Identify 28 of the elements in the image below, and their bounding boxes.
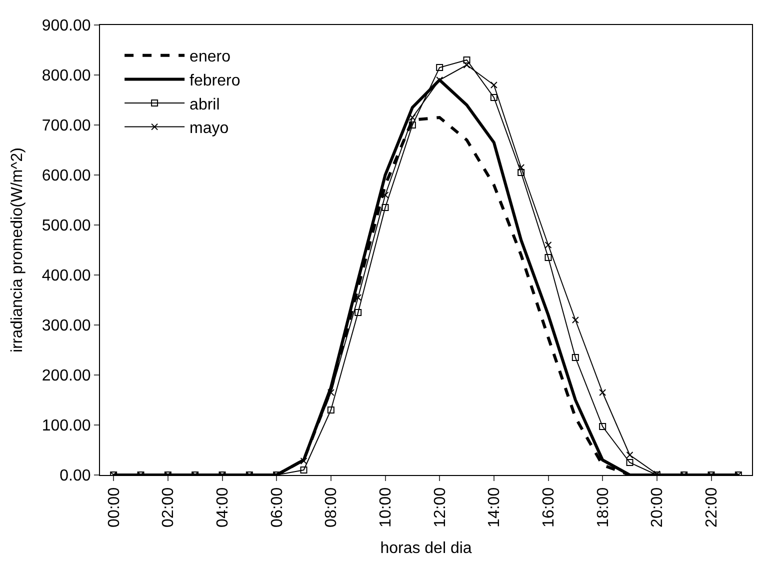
x-tick-label: 22:00 — [703, 487, 720, 528]
legend-label: febrero — [190, 72, 240, 90]
y-tick-label: 700.00 — [42, 118, 91, 135]
legend-label: enero — [190, 48, 231, 66]
y-tick-label: 300.00 — [42, 318, 91, 335]
x-tick-label: 08:00 — [323, 487, 340, 528]
x-tick-label: 18:00 — [594, 487, 612, 528]
y-tick-label: 600.00 — [42, 168, 91, 185]
y-tick-label: 0.00 — [60, 468, 91, 485]
legend-label: mayo — [190, 120, 229, 138]
x-tick-label: 04:00 — [214, 487, 232, 528]
x-tick-label: 06:00 — [268, 487, 286, 528]
y-tick-label: 500.00 — [42, 218, 91, 235]
y-tick-label: 900.00 — [42, 18, 91, 35]
legend-label: abril — [190, 96, 220, 114]
x-tick-label: 20:00 — [649, 487, 666, 528]
x-tick-label: 16:00 — [540, 487, 558, 528]
y-tick-label: 800.00 — [42, 68, 91, 85]
y-tick-label: 400.00 — [42, 268, 91, 285]
x-tick-label: 00:00 — [106, 487, 123, 528]
y-tick-label: 100.00 — [42, 418, 91, 435]
x-tick-label: 10:00 — [377, 487, 394, 528]
x-tick-label: 14:00 — [486, 487, 504, 528]
x-tick-label: 02:00 — [160, 487, 178, 528]
y-axis-title: irradiancia promedio(W/m^2) — [8, 148, 26, 352]
x-tick-label: 12:00 — [432, 487, 449, 528]
x-axis-title: horas del dia — [380, 540, 472, 558]
y-tick-label: 200.00 — [42, 368, 91, 385]
